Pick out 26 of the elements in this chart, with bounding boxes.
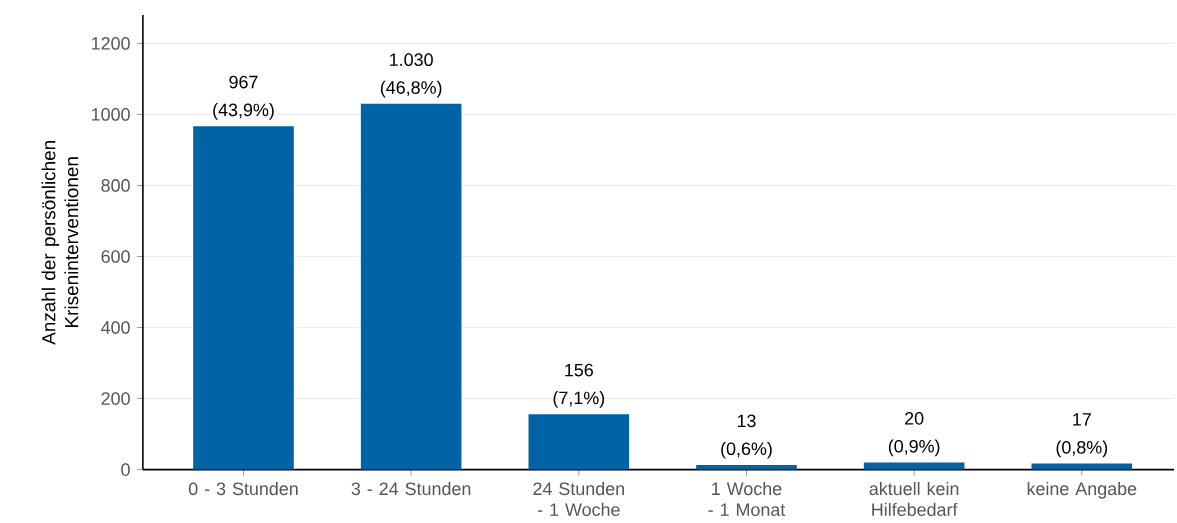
y-tick-label: 0 [121, 463, 130, 477]
bar [528, 414, 630, 470]
bar [193, 126, 294, 470]
x-tick-label: 1 Woche - 1 Monat [708, 482, 786, 517]
y-tick-label: 1200 [92, 37, 130, 50]
x-tick-label: aktuell kein Hilfebedarf [869, 482, 959, 517]
y-tick-label: 1000 [92, 108, 130, 121]
bar [696, 465, 797, 470]
x-tick-label: keine Angabe [1027, 482, 1137, 499]
data-label: 156 (7,1%) [553, 363, 605, 409]
bar [1031, 463, 1133, 470]
data-label: 17 (0,8%) [1056, 413, 1108, 458]
x-tick-label: 3 - 24 Stunden [351, 482, 471, 496]
x-tick-label: 0 - 3 Stunden [188, 482, 298, 496]
y-tick-label: 600 [101, 250, 130, 264]
y-tick-label: 800 [101, 179, 130, 193]
data-label: 1.030 (46,8%) [380, 53, 442, 98]
bar [360, 104, 462, 470]
x-tick-label: 24 Stunden - 1 Woche [533, 482, 624, 517]
y-tick-label: 400 [101, 321, 130, 335]
y-axis-title: Anzahl der persönlichen Kriseninterventionen [41, 141, 79, 345]
bar [863, 462, 965, 470]
y-tick-label: 200 [101, 392, 130, 406]
data-label: 13 (0,6%) [721, 414, 772, 459]
data-label: 967 (43,9%) [213, 75, 274, 121]
data-label: 20 (0,9%) [888, 412, 940, 457]
